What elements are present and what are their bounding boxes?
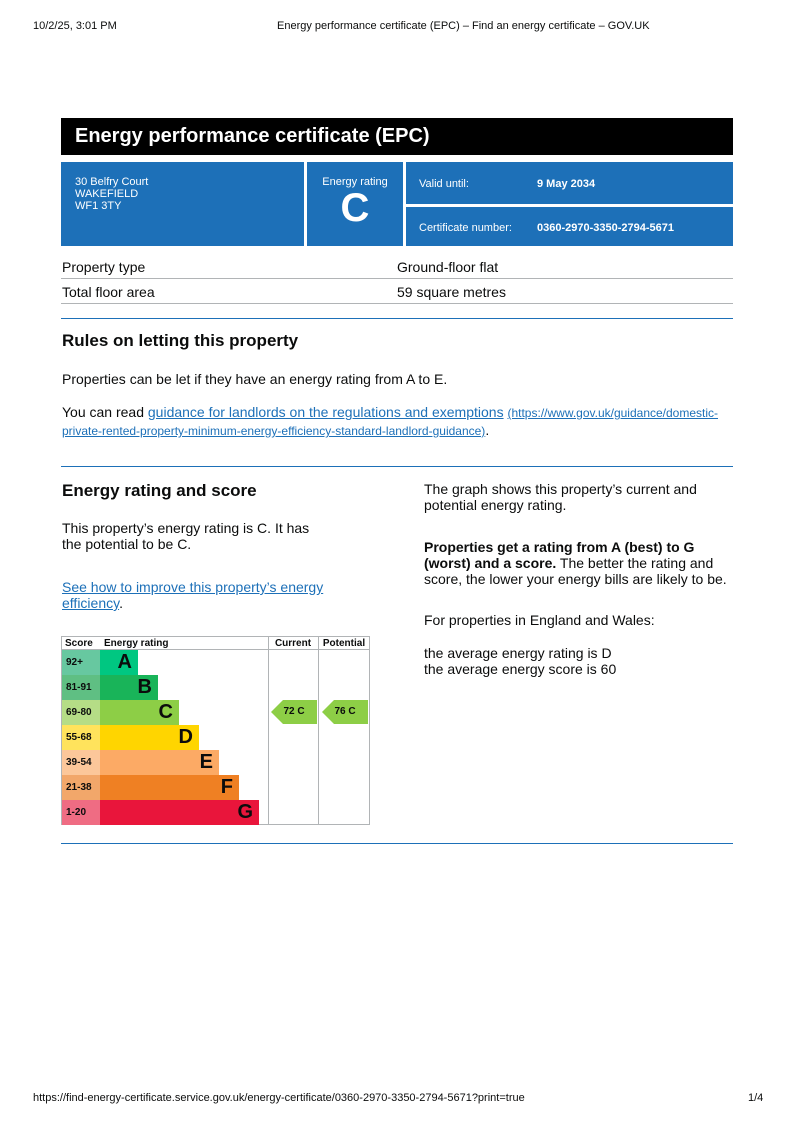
certificate-number-value: 0360-2970-3350-2794-5671 [537, 222, 675, 234]
band-bar-c: C [100, 700, 179, 725]
energy-rating-value: C [340, 186, 370, 230]
address-line1: 30 Belfry Court [75, 176, 149, 188]
potential-column-header: Potential [322, 638, 366, 649]
column-divider [268, 637, 269, 824]
property-type-value: Ground-floor flat [397, 259, 499, 275]
rating-explanation: Properties get a rating from A (best) to… [424, 539, 734, 587]
band-score-b: 81-91 [62, 675, 100, 700]
band-bar-g: G [100, 800, 259, 825]
graph-explanation: The graph shows this property’s current … [424, 481, 697, 513]
floor-area-value: 59 square metres [397, 284, 506, 300]
section-divider [61, 466, 733, 467]
print-title: Energy performance certificate (EPC) – F… [277, 20, 650, 32]
energy-rating-label: Energy rating [322, 176, 388, 188]
divider [61, 303, 733, 304]
print-datetime: 10/2/25, 3:01 PM [33, 20, 117, 32]
potential-rating-arrow: 76 C [322, 700, 368, 724]
band-score-g: 1-20 [62, 800, 100, 825]
column-divider [318, 637, 319, 824]
improve-link[interactable]: See how to improve this property’s energ… [62, 579, 324, 611]
guidance-prefix: You can read [62, 404, 148, 420]
rating-explanation-bold: Properties get a rating from A (best) to… [424, 539, 695, 571]
current-rating-arrow: 72 C [271, 700, 317, 724]
header-divider [62, 649, 369, 650]
print-url: https://find-energy-certificate.service.… [33, 1092, 525, 1104]
england-wales-text: For properties in England and Wales: [424, 612, 655, 628]
certificate-number-label: Certificate number: [419, 222, 512, 234]
address-line3: WF1 3TY [75, 200, 122, 212]
score-column-header: Score [65, 638, 93, 649]
improve-suffix: . [119, 595, 123, 611]
divider [61, 278, 733, 279]
floor-area-label: Total floor area [62, 284, 155, 300]
average-rating: the average energy rating is D [424, 645, 612, 661]
rating-column-header: Energy rating [104, 638, 169, 649]
score-text: This property’s energy rating is C. It h… [62, 520, 310, 552]
letting-guidance: You can read guidance for landlords on t… [62, 404, 722, 440]
band-score-d: 55-68 [62, 725, 100, 750]
average-score: the average energy score is 60 [424, 661, 617, 677]
improve-paragraph: See how to improve this property’s energ… [62, 579, 332, 611]
certificate-number-box: Certificate number: 0360-2970-3350-2794-… [406, 207, 733, 246]
guidance-suffix: . [485, 422, 490, 438]
letting-text: Properties can be let if they have an en… [62, 371, 448, 387]
energy-rating-chart: Score Energy rating Current Potential 92… [61, 636, 370, 825]
score-heading: Energy rating and score [62, 481, 257, 500]
energy-rating-box: Energy rating C [307, 162, 403, 246]
section-divider [61, 318, 733, 319]
band-bar-f: F [100, 775, 239, 800]
guidance-url-link[interactable]: (https://www.gov.uk/guidance/domestic-pr… [62, 406, 719, 438]
valid-until-box: Valid until: 9 May 2034 [406, 162, 733, 204]
letting-heading: Rules on letting this property [62, 331, 299, 350]
address-box: 30 Belfry Court WAKEFIELD WF1 3TY [61, 162, 304, 246]
guidance-link[interactable]: guidance for landlords on the regulation… [147, 404, 504, 420]
valid-until-value: 9 May 2034 [537, 178, 596, 190]
print-page-number: 1/4 [748, 1092, 764, 1104]
rating-explanation-rest: The better the rating and score, the low… [424, 555, 727, 587]
band-score-f: 21-38 [62, 775, 100, 800]
valid-until-label: Valid until: [419, 178, 469, 190]
band-bar-d: D [100, 725, 199, 750]
band-bar-e: E [100, 750, 219, 775]
band-bar-a: A [100, 650, 138, 675]
band-bar-b: B [100, 675, 158, 700]
page-title: Energy performance certificate (EPC) [61, 118, 733, 155]
section-divider [61, 843, 733, 844]
band-score-a: 92+ [62, 650, 100, 675]
band-score-c: 69-80 [62, 700, 100, 725]
band-score-e: 39-54 [62, 750, 100, 775]
address-line2: WAKEFIELD [75, 188, 139, 200]
property-type-label: Property type [62, 259, 146, 275]
current-column-header: Current [274, 638, 312, 649]
